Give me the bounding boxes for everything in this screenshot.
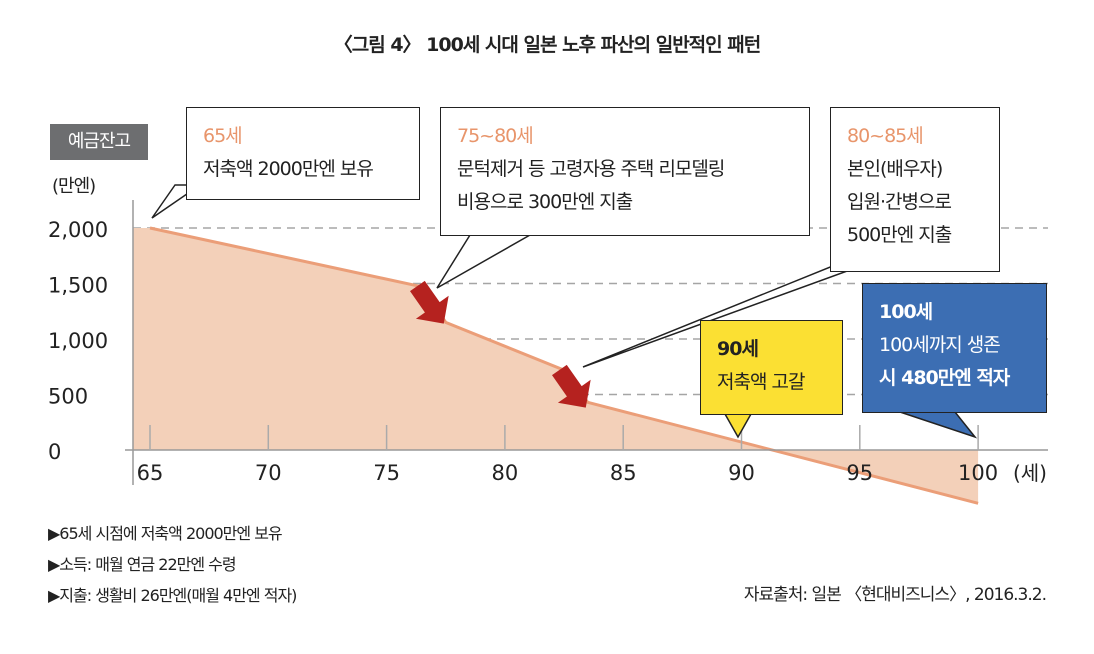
note-2: ▶소득: 매월 연금 22만엔 수령 xyxy=(48,555,237,574)
annotation-100: 100세 100세까지 생존 시 480만엔 적자 xyxy=(862,283,1047,413)
x-tick-label: 75 xyxy=(373,461,400,485)
annotation-90: 90세 저축액 고갈 xyxy=(700,320,843,415)
chart-title: 〈그림 4〉 100세 시대 일본 노후 파산의 일반적인 패턴 xyxy=(333,34,761,56)
x-tick-label: 80 xyxy=(492,461,519,485)
annotation-title: 65세 xyxy=(203,125,243,147)
y-tick-label: 1,500 xyxy=(48,274,108,298)
annotation-text: 저축액 고갈 xyxy=(717,371,805,393)
area-fill xyxy=(133,228,979,504)
annotation-text: 500만엔 지출 xyxy=(847,224,952,246)
down-arrow-icon xyxy=(552,364,591,408)
callout-tail-icon xyxy=(436,234,533,289)
annotation-text: 저축액 2000만엔 보유 xyxy=(203,158,374,180)
annotation-title: 75~80세 xyxy=(457,125,534,147)
note-3: ▶지출: 생활비 26만엔(매월 4만엔 적자) xyxy=(48,586,297,605)
x-tick-label: 70 xyxy=(255,461,282,485)
down-arrow-icon xyxy=(410,280,449,324)
callout-tail-icon xyxy=(899,411,978,439)
y-tick-label: 1,000 xyxy=(48,329,108,353)
annotation-text: 문턱제거 등 고령자용 주택 리모델링 xyxy=(457,158,725,180)
note-1: ▶65세 시점에 저축액 2000만엔 보유 xyxy=(48,524,283,543)
annotation-title: 90세 xyxy=(717,338,759,360)
series-line xyxy=(149,226,979,505)
annotation-80-85: 80~85세 본인(배우자) 입원·간병으로 500만엔 지출 xyxy=(830,107,1000,272)
x-tick-label: 65 xyxy=(137,461,164,485)
annotation-title: 100세 xyxy=(879,301,933,323)
annotation-text: 본인(배우자) xyxy=(847,158,943,180)
y-tick-label: 500 xyxy=(48,385,88,409)
annotation-text: 입원·간병으로 xyxy=(847,191,952,213)
annotation-title: 80~85세 xyxy=(847,125,924,147)
annotation-75-80: 75~80세 문턱제거 등 고령자용 주택 리모델링 비용으로 300만엔 지출 xyxy=(440,107,810,236)
y-tick-label: 0 xyxy=(48,440,61,464)
annotation-text: 비용으로 300만엔 지출 xyxy=(457,191,633,213)
x-tick-label: 100 xyxy=(958,461,998,485)
x-axis-unit: (세) xyxy=(1013,461,1047,485)
source-text: 자료출처: 일본 〈현대비즈니스〉, 2016.3.2. xyxy=(743,585,1047,605)
x-tick-label: 95 xyxy=(846,461,873,485)
y-axis-label: 예금잔고 xyxy=(50,124,148,160)
y-axis-unit: (만엔) xyxy=(52,176,96,197)
annotation-text: 시 480만엔 적자 xyxy=(879,367,1010,389)
y-tick-label: 2,000 xyxy=(48,218,108,242)
x-tick-label: 85 xyxy=(610,461,637,485)
x-tick-label: 90 xyxy=(728,461,755,485)
callout-tail-icon xyxy=(723,413,753,439)
annotation-text: 100세까지 생존 xyxy=(879,334,1001,356)
annotation-65: 65세 저축액 2000만엔 보유 xyxy=(186,107,420,200)
